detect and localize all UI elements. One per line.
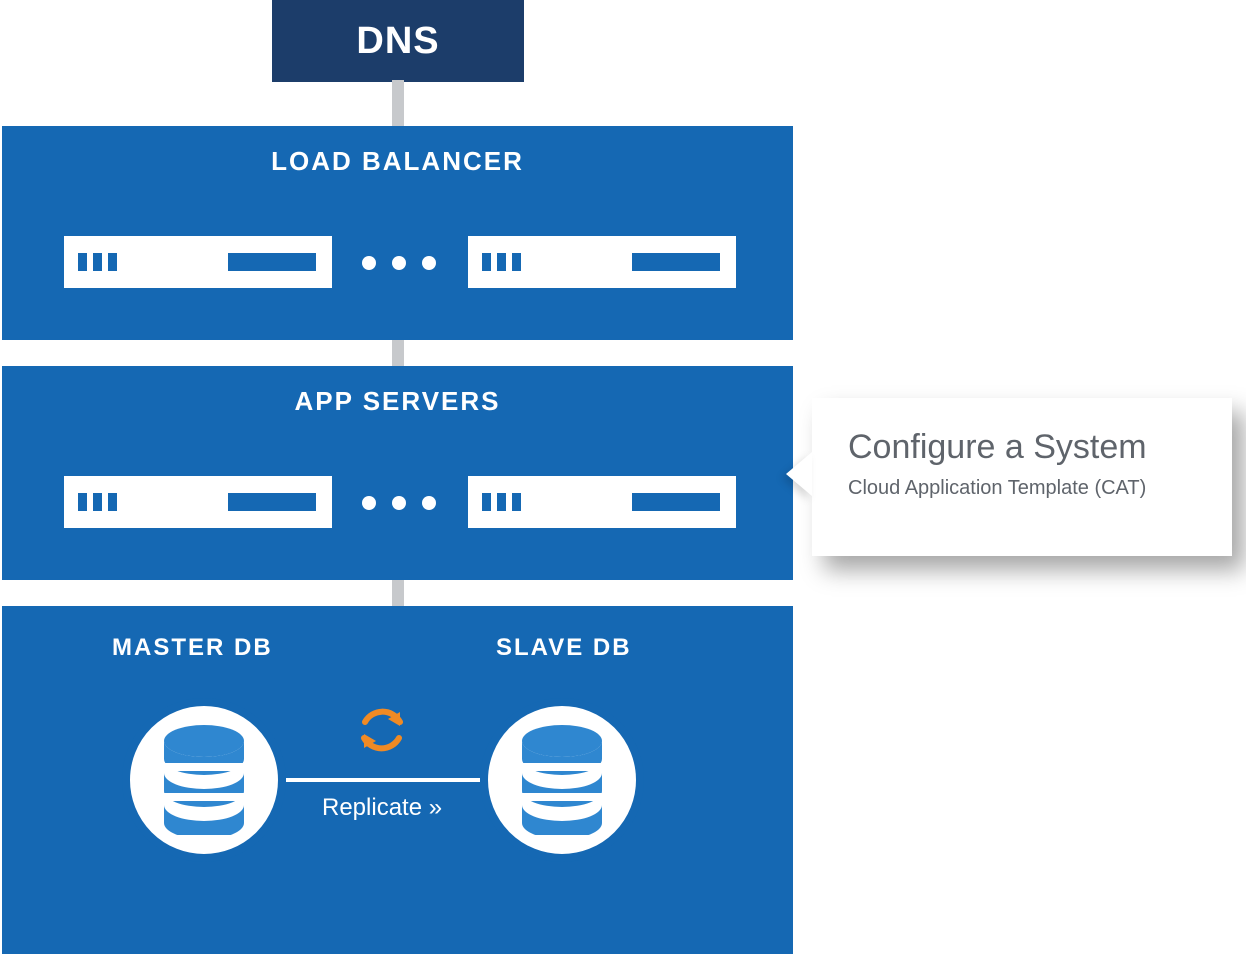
dns-box: DNS: [272, 0, 524, 82]
master-db-icon: [122, 698, 286, 862]
replicate-label: Replicate »: [322, 794, 442, 822]
slave-db-label: SLAVE DB: [496, 634, 632, 662]
database-icon: [517, 725, 607, 835]
connector-app-db: [392, 580, 404, 608]
server-unit: [64, 476, 332, 528]
slave-db-icon: [480, 698, 644, 862]
dot-icon: [422, 496, 436, 510]
load-balancer-tier: LOAD BALANCER: [2, 126, 793, 340]
configure-system-callout: Configure a System Cloud Application Tem…: [812, 398, 1232, 556]
replicate-line: [286, 778, 480, 782]
dot-icon: [362, 496, 376, 510]
dot-icon: [392, 256, 406, 270]
app-servers-title: APP SERVERS: [2, 386, 793, 417]
server-unit: [468, 476, 736, 528]
connector-dns-lb: [392, 80, 404, 128]
server-unit: [64, 236, 332, 288]
master-db-label: MASTER DB: [112, 634, 273, 662]
dot-icon: [362, 256, 376, 270]
ellipsis-dots: [362, 496, 436, 510]
database-tier: MASTER DB SLAVE DB: [2, 606, 793, 954]
database-icon: [159, 725, 249, 835]
server-unit: [468, 236, 736, 288]
connector-lb-app: [392, 340, 404, 368]
dot-icon: [422, 256, 436, 270]
callout-title: Configure a System: [848, 428, 1196, 467]
app-servers-tier: APP SERVERS: [2, 366, 793, 580]
load-balancer-title: LOAD BALANCER: [2, 146, 793, 177]
ellipsis-dots: [362, 256, 436, 270]
diagram-canvas: DNS LOAD BALANCER APP SERVERS MASTER DB …: [0, 0, 1246, 964]
sync-icon: [354, 702, 410, 758]
callout-subtitle: Cloud Application Template (CAT): [848, 477, 1196, 500]
dot-icon: [392, 496, 406, 510]
dns-label: DNS: [356, 20, 439, 63]
